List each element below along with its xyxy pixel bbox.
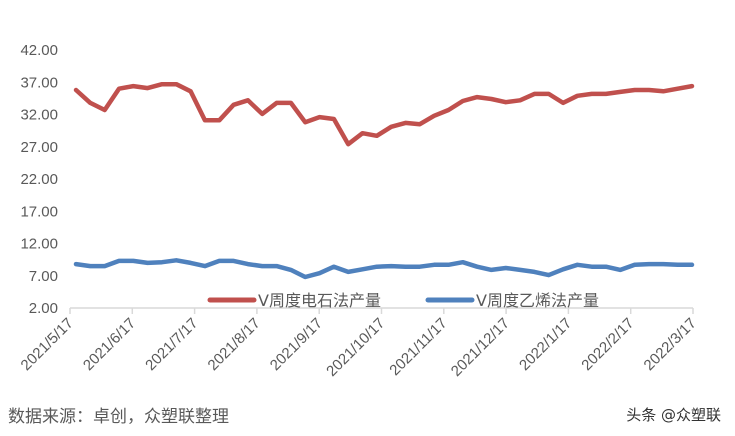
y-tick-label: 22.00 xyxy=(20,171,58,188)
x-tick-label: 2021/5/17 xyxy=(18,315,77,374)
x-tick-label: 2021/6/17 xyxy=(80,315,139,374)
legend: V周度电石法产量 V周度乙烯法产量 xyxy=(207,291,599,310)
x-tick-label: 2022/1/17 xyxy=(516,315,575,374)
x-tick-label: 2022/2/17 xyxy=(578,315,637,374)
x-tick-label: 2021/10/17 xyxy=(323,315,388,380)
series-ethylene-line xyxy=(73,258,695,280)
data-source-note: 数据来源：卓创，众塑联整理 xyxy=(8,407,229,427)
x-tick-label: 2021/12/17 xyxy=(448,315,513,380)
x-tick-label: 2022/3/17 xyxy=(641,315,700,374)
watermark: 头条 @众塑联 xyxy=(626,406,721,424)
y-tick-label: 7.00 xyxy=(29,268,58,285)
series-carbide-line xyxy=(73,81,695,147)
y-tick-label: 42.00 xyxy=(20,42,58,59)
legend-label: V周度电石法产量 xyxy=(258,291,381,310)
y-axis: 2.00 7.00 12.00 17.00 22.00 27.00 32.00 37.00 42… xyxy=(20,42,58,317)
x-tick-label: 2021/9/17 xyxy=(267,315,326,374)
x-tick-label: 2021/11/17 xyxy=(386,315,450,379)
y-tick-label: 2.00 xyxy=(29,300,58,317)
x-tick-label: 2021/7/17 xyxy=(142,315,201,374)
x-axis: 2021/5/17 2021/6/17 2021/7/17 2021/8/17 2021… xyxy=(18,307,700,380)
y-tick-label: 27.00 xyxy=(20,139,58,156)
x-tick-label: 2021/8/17 xyxy=(205,315,264,374)
series-lines xyxy=(73,81,695,280)
legend-label: V周度乙烯法产量 xyxy=(476,291,599,310)
y-tick-label: 32.00 xyxy=(20,107,58,124)
y-tick-label: 12.00 xyxy=(20,236,58,253)
y-tick-label: 17.00 xyxy=(20,203,58,220)
line-chart: 2.00 7.00 12.00 17.00 22.00 27.00 32.00 37.00 42… xyxy=(18,42,700,380)
y-tick-label: 37.00 xyxy=(20,74,58,91)
